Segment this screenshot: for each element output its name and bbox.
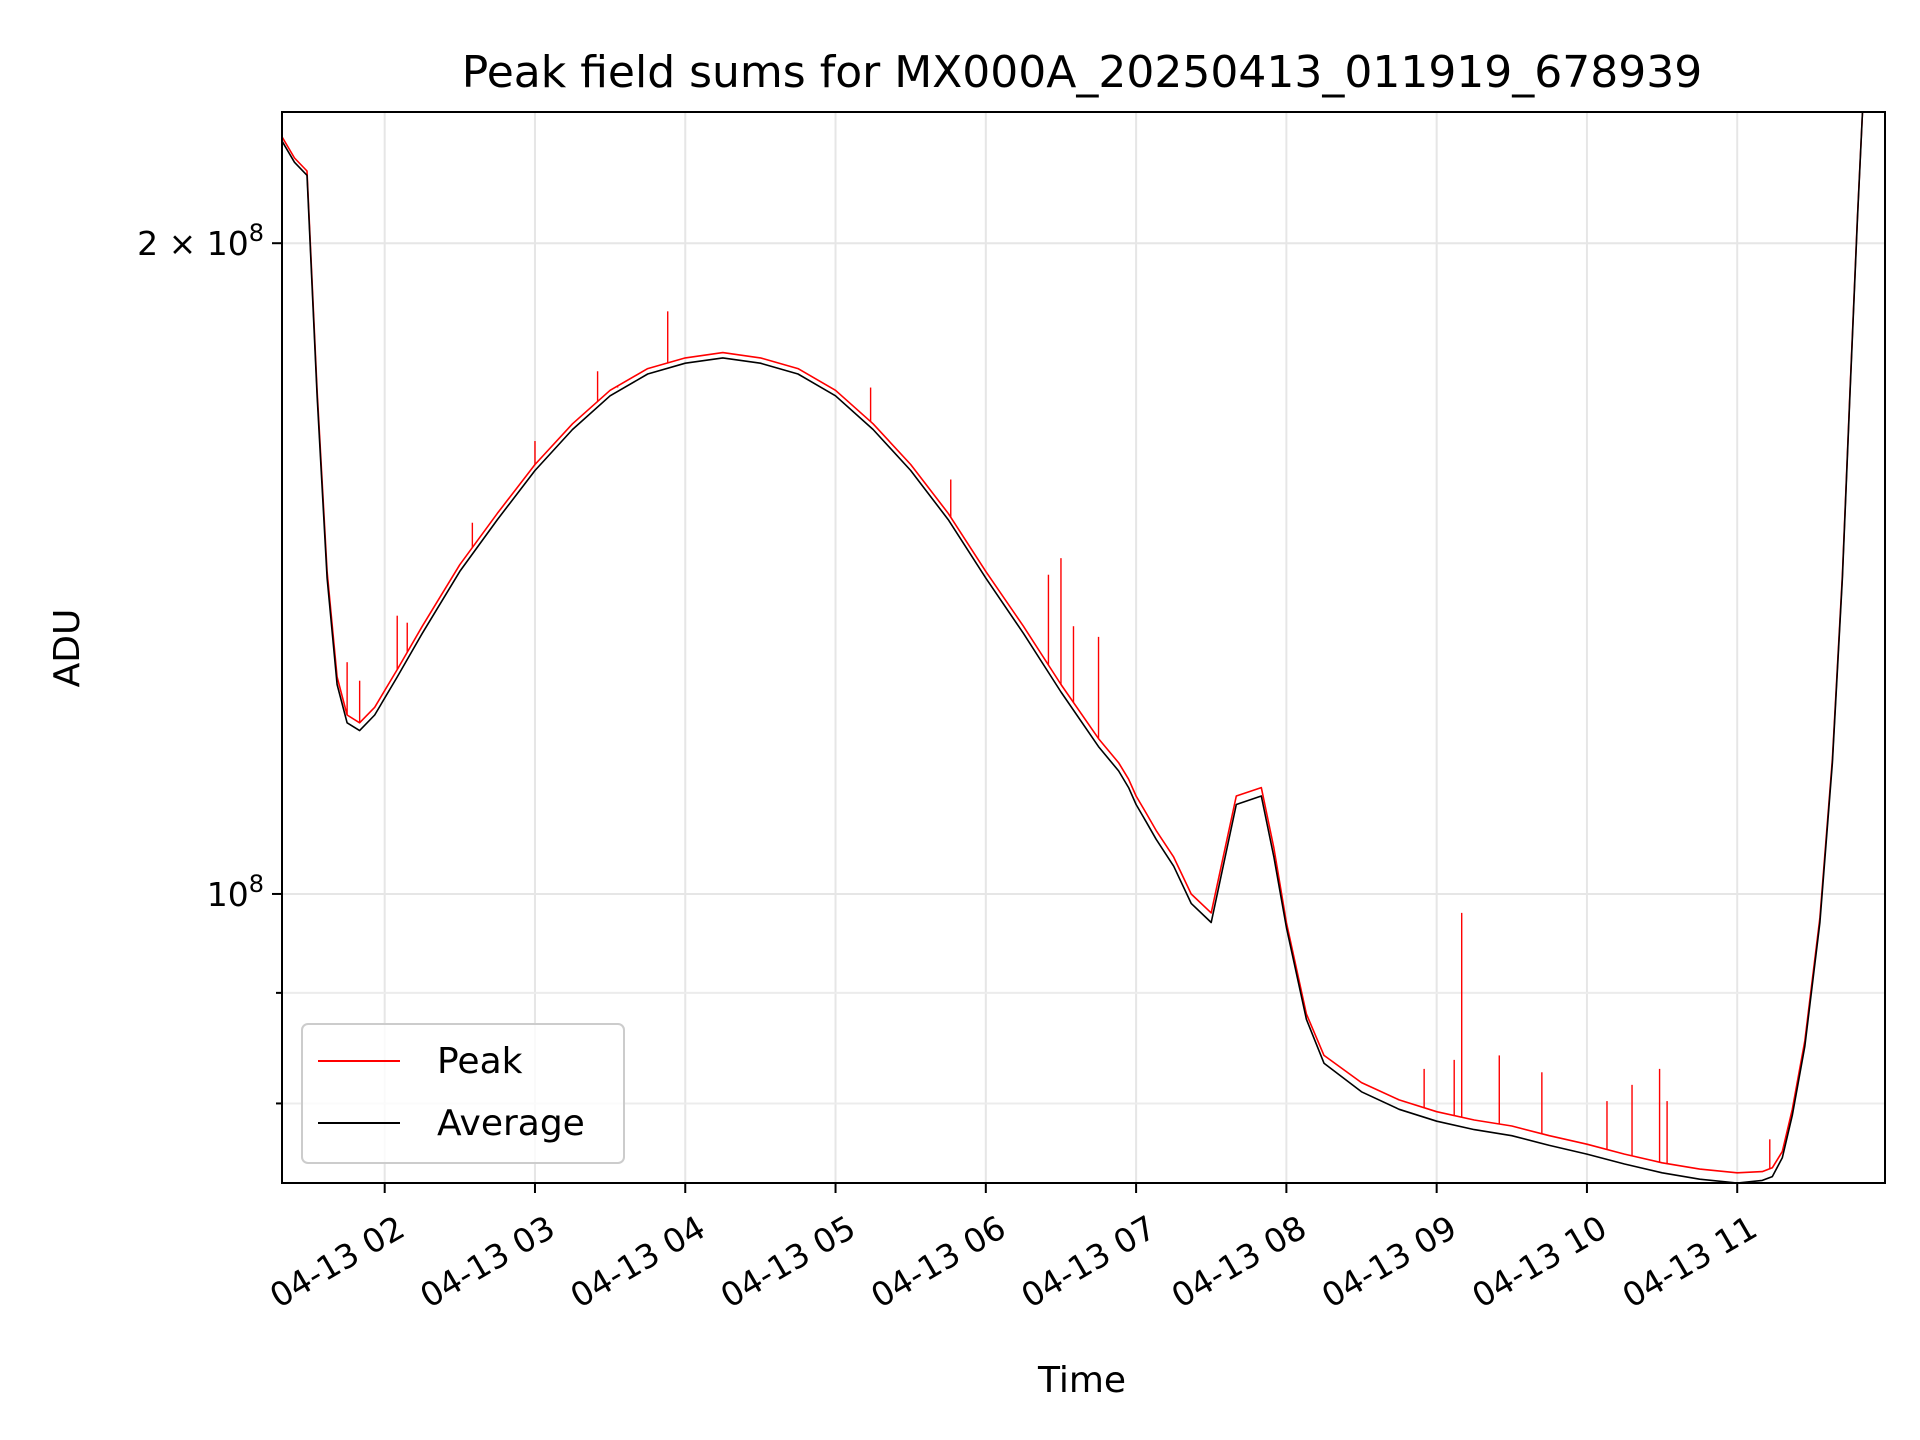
y-axis: 108 2 × 108 [137,219,282,1105]
legend: Peak Average [301,1023,625,1164]
legend-box [301,1023,625,1164]
legend-average-label: Average [437,1103,585,1144]
y-tick-label: 2 × 108 [137,219,264,263]
plot-area [282,112,1885,1183]
series-line-average [282,112,1885,1183]
y-tick-label: 108 [207,870,264,914]
chart-title: Peak field sums for MX000A_20250413_0119… [462,47,1703,98]
axes-frame [281,111,1886,1184]
x-axis-label: Time [1037,1360,1126,1401]
legend-peak-label: Peak [437,1041,523,1082]
grid [282,112,1885,1183]
series-line-peak [282,112,1885,1174]
series-group [282,112,1885,1183]
y-axis-label: ADU [47,609,88,688]
